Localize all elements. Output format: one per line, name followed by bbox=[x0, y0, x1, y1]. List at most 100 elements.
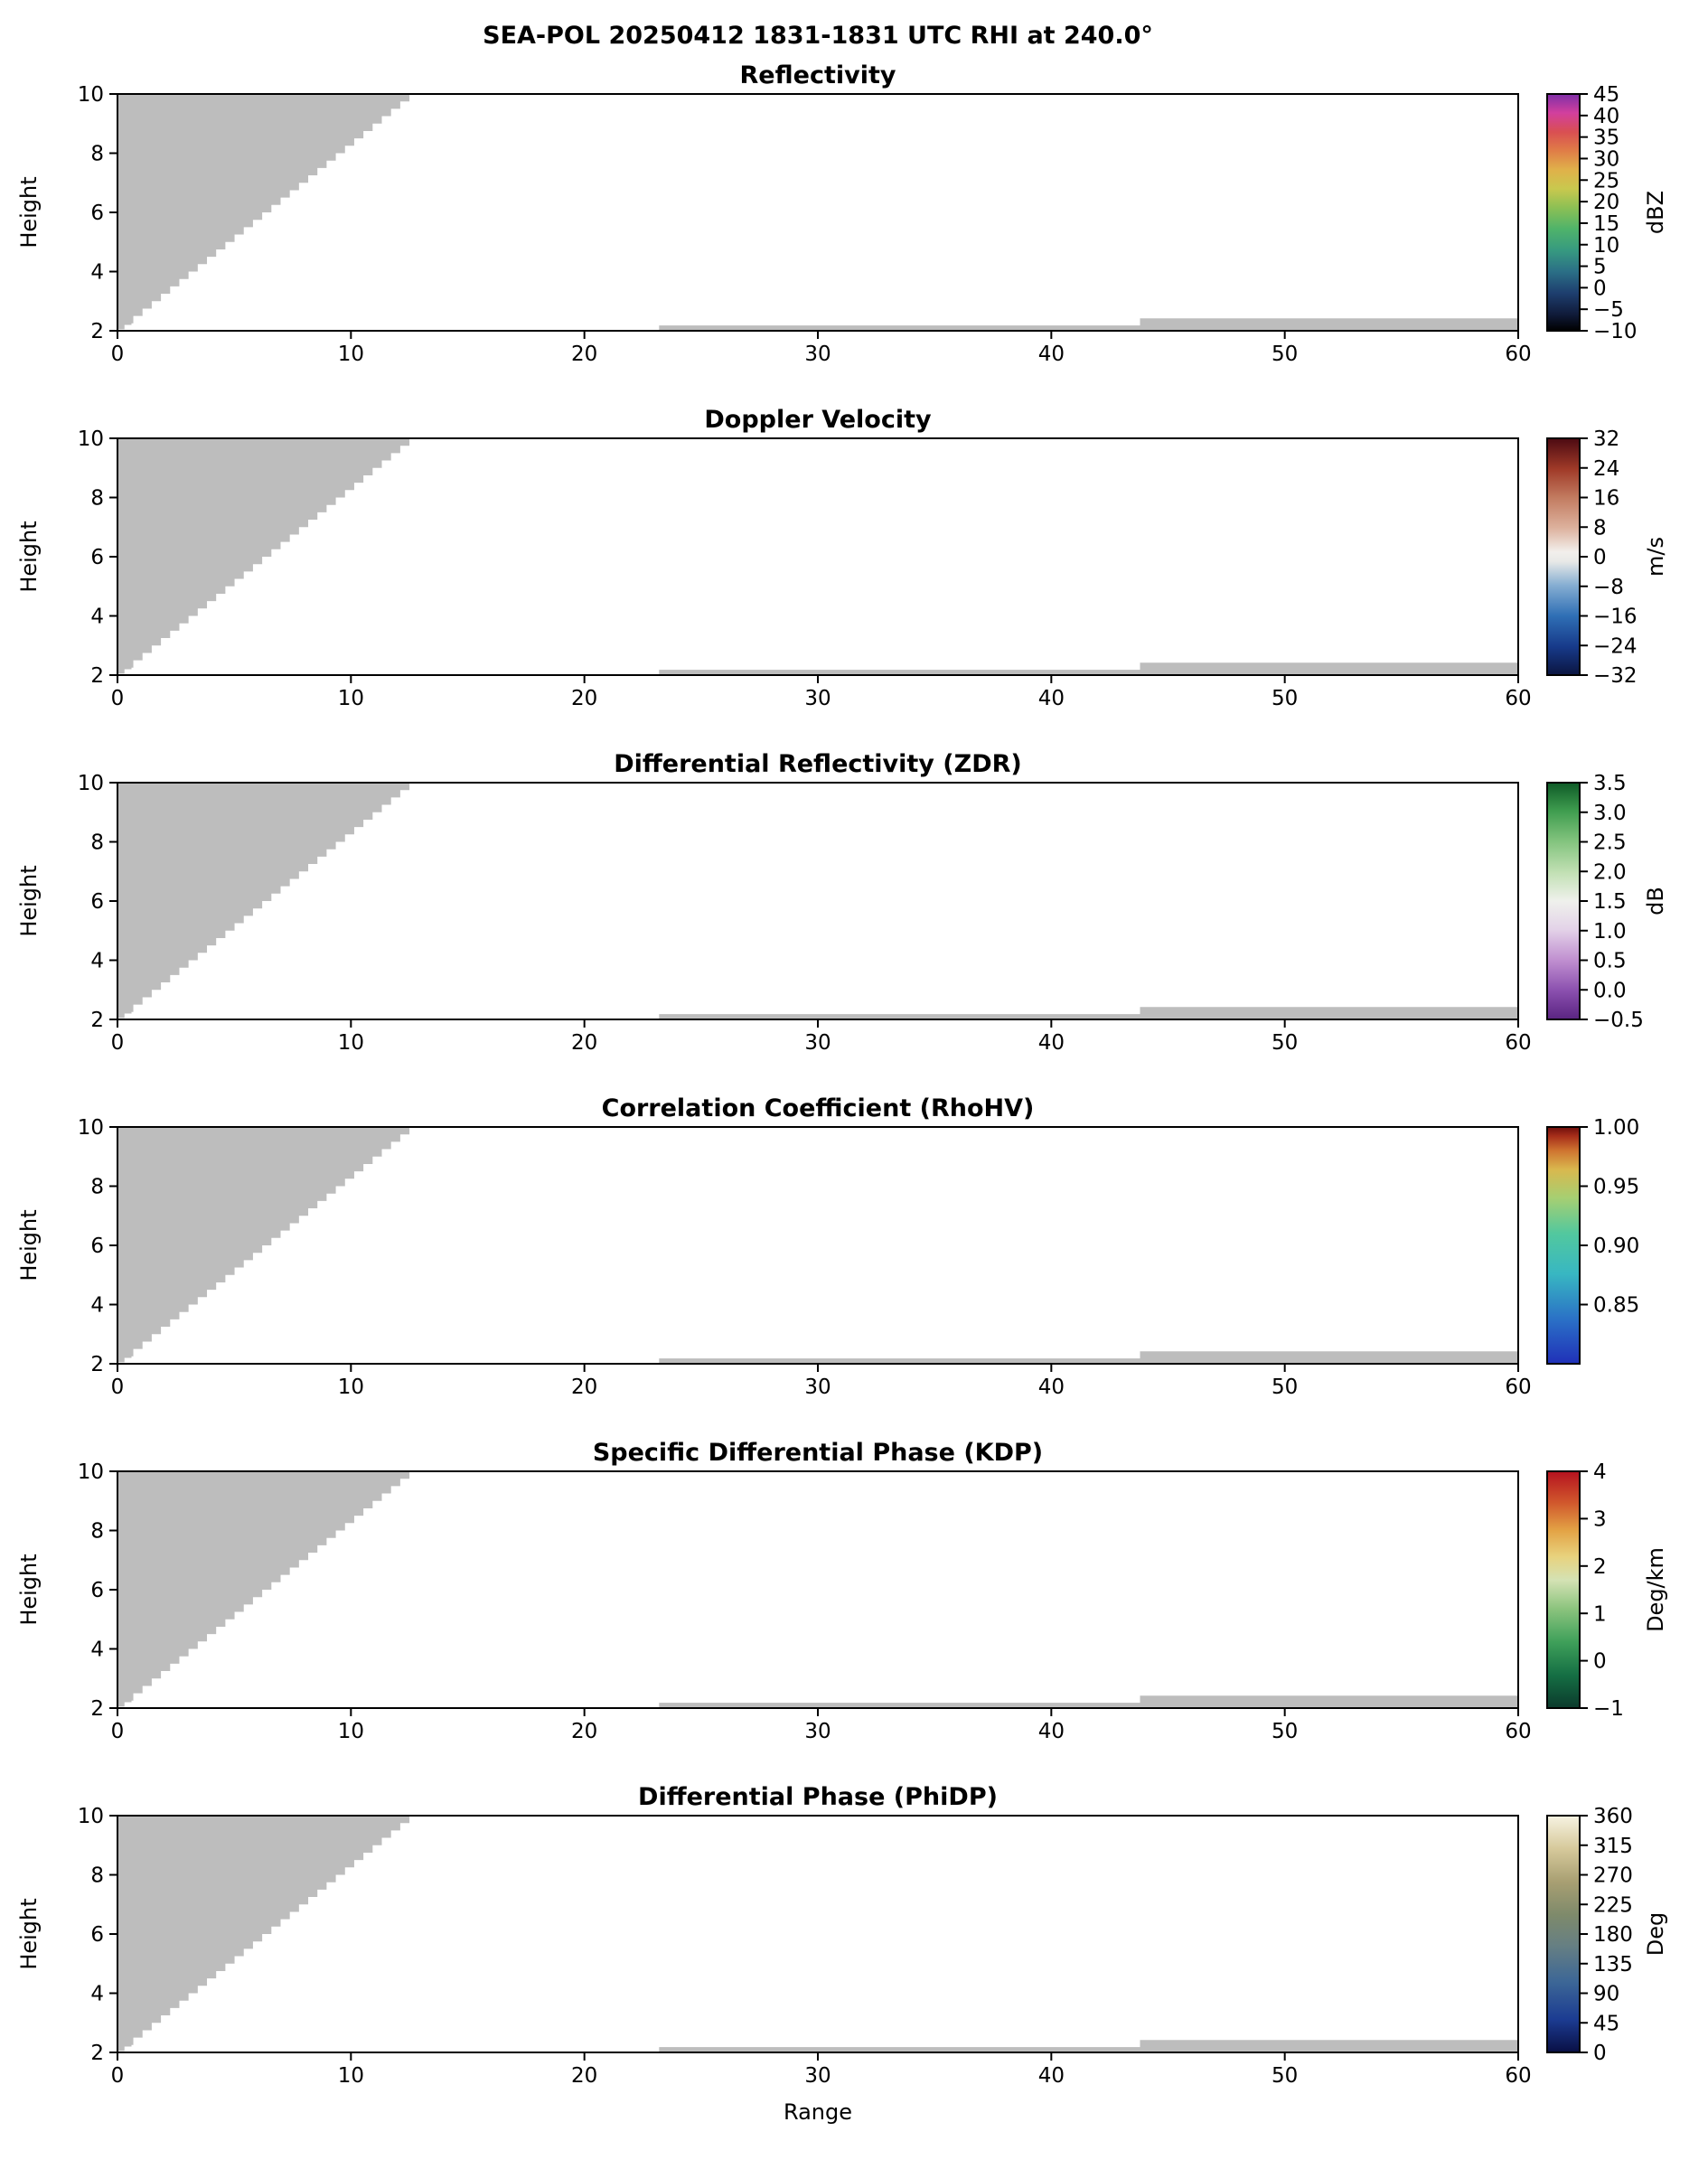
panel-phidp: Differential Phase (PhiDP) 0 10 20 30 40 50 60 2… bbox=[0, 1783, 1708, 2163]
colorbar-ticks bbox=[1580, 782, 1588, 1020]
masked-no-data-region bbox=[117, 94, 1518, 331]
svg-text:0: 0 bbox=[1593, 1650, 1607, 1674]
svg-text:45: 45 bbox=[1593, 2012, 1619, 2035]
y-axis-label: Height bbox=[16, 176, 42, 248]
masked-no-data-region bbox=[117, 1471, 1518, 1708]
svg-text:30: 30 bbox=[804, 1031, 831, 1055]
svg-text:25: 25 bbox=[1593, 169, 1619, 192]
svg-text:50: 50 bbox=[1272, 1031, 1298, 1055]
y-axis-label: Height bbox=[16, 865, 42, 936]
x-axis-tick-labels: 0 10 20 30 40 50 60 bbox=[111, 343, 1532, 366]
svg-text:−5: −5 bbox=[1593, 298, 1624, 322]
svg-text:30: 30 bbox=[804, 343, 831, 366]
svg-text:8: 8 bbox=[90, 1176, 104, 1199]
colorbar-gradient bbox=[1546, 1470, 1581, 1709]
svg-text:40: 40 bbox=[1038, 687, 1065, 710]
colorbar-ticks bbox=[1580, 1815, 1588, 2053]
colorbar-gradient bbox=[1546, 1815, 1581, 2053]
masked-no-data-region bbox=[117, 1816, 1518, 2052]
svg-text:8: 8 bbox=[90, 831, 104, 855]
svg-text:8: 8 bbox=[90, 1520, 104, 1544]
svg-text:10: 10 bbox=[338, 687, 364, 710]
y-axis-ticks bbox=[109, 93, 117, 332]
svg-text:225: 225 bbox=[1593, 1893, 1633, 1917]
colorbar-unit-label: m/s bbox=[1643, 537, 1668, 577]
svg-text:10: 10 bbox=[338, 1720, 364, 1743]
svg-text:10: 10 bbox=[78, 83, 104, 107]
y-axis-tick-labels: 2 4 6 8 10 bbox=[78, 427, 104, 688]
panel-rhohv: Correlation Coefficient (RhoHV) 0 10 20 30 40… bbox=[0, 1094, 1708, 1439]
x-axis-ticks bbox=[117, 1019, 1519, 1028]
svg-text:20: 20 bbox=[571, 1720, 597, 1743]
svg-text:2: 2 bbox=[90, 2042, 104, 2065]
y-axis-label: Height bbox=[16, 1209, 42, 1281]
panel-title: Differential Phase (PhiDP) bbox=[638, 1783, 998, 1811]
colorbar-unit-label: dBZ bbox=[1643, 191, 1668, 234]
svg-text:0.95: 0.95 bbox=[1593, 1176, 1639, 1199]
y-axis-label: Height bbox=[16, 521, 42, 592]
colorbar-gradient bbox=[1546, 1126, 1581, 1365]
svg-text:50: 50 bbox=[1272, 1720, 1298, 1743]
y-axis-tick-labels: 2 4 6 8 10 bbox=[78, 1805, 104, 2065]
svg-text:8: 8 bbox=[1593, 516, 1607, 540]
svg-text:20: 20 bbox=[571, 687, 597, 710]
svg-text:10: 10 bbox=[78, 1116, 104, 1140]
svg-text:8: 8 bbox=[90, 143, 104, 166]
x-axis-ticks bbox=[117, 331, 1519, 339]
y-axis-ticks bbox=[109, 1470, 117, 1709]
y-axis-tick-labels: 2 4 6 8 10 bbox=[78, 772, 104, 1032]
colorbar-tick-labels: −1 0 1 2 3 4 bbox=[1593, 1460, 1624, 1721]
masked-no-data-region bbox=[117, 1127, 1518, 1364]
svg-text:0.85: 0.85 bbox=[1593, 1294, 1639, 1318]
x-axis-tick-labels: 0 10 20 30 40 50 60 bbox=[111, 1031, 1532, 1055]
colorbar-tick-labels: −0.5 0.0 0.5 1.0 1.5 2.0 2.5 3.0 3.5 bbox=[1593, 772, 1644, 1032]
svg-text:8: 8 bbox=[90, 487, 104, 511]
svg-text:20: 20 bbox=[1593, 191, 1619, 214]
svg-text:−16: −16 bbox=[1593, 606, 1638, 629]
svg-text:0: 0 bbox=[111, 1376, 125, 1399]
colorbar-tick-labels: −32 −24 −16 −8 0 8 16 24 32 bbox=[1593, 427, 1638, 688]
svg-text:10: 10 bbox=[78, 1805, 104, 1828]
svg-text:6: 6 bbox=[90, 1235, 104, 1258]
svg-text:−10: −10 bbox=[1593, 320, 1638, 343]
svg-text:0.5: 0.5 bbox=[1593, 950, 1627, 973]
svg-text:180: 180 bbox=[1593, 1923, 1633, 1947]
colorbar-ticks bbox=[1580, 437, 1588, 676]
svg-text:2: 2 bbox=[90, 1353, 104, 1376]
svg-text:6: 6 bbox=[90, 1923, 104, 1947]
svg-text:−0.5: −0.5 bbox=[1593, 1009, 1644, 1032]
y-axis-ticks bbox=[109, 1815, 117, 2053]
svg-text:50: 50 bbox=[1272, 1376, 1298, 1399]
svg-text:8: 8 bbox=[90, 1864, 104, 1888]
figure-title: SEA-POL 20250412 1831-1831 UTC RHI at 24… bbox=[483, 22, 1153, 50]
colorbar-tick-labels: 0 45 90 135 180 225 270 315 360 bbox=[1593, 1805, 1633, 2065]
x-axis-ticks bbox=[117, 2052, 1519, 2061]
colorbar-gradient bbox=[1546, 93, 1581, 332]
svg-text:20: 20 bbox=[571, 1031, 597, 1055]
x-axis-tick-labels: 0 10 20 30 40 50 60 bbox=[111, 687, 1532, 710]
svg-text:30: 30 bbox=[804, 687, 831, 710]
colorbar-ticks bbox=[1580, 93, 1588, 332]
svg-text:30: 30 bbox=[804, 1720, 831, 1743]
colorbar-ticks bbox=[1580, 1470, 1588, 1709]
svg-text:40: 40 bbox=[1038, 1376, 1065, 1399]
colorbar-ticks bbox=[1580, 1126, 1588, 1306]
svg-text:40: 40 bbox=[1038, 2064, 1065, 2088]
svg-text:10: 10 bbox=[338, 1376, 364, 1399]
x-axis-label: Range bbox=[784, 2099, 852, 2125]
panel-title: Differential Reflectivity (ZDR) bbox=[614, 750, 1022, 778]
svg-text:40: 40 bbox=[1593, 105, 1619, 128]
colorbar-tick-labels: 0.85 0.90 0.95 1.00 bbox=[1593, 1116, 1639, 1318]
svg-text:360: 360 bbox=[1593, 1805, 1633, 1828]
svg-text:10: 10 bbox=[338, 1031, 364, 1055]
svg-text:0: 0 bbox=[1593, 277, 1607, 300]
svg-text:40: 40 bbox=[1038, 343, 1065, 366]
svg-text:50: 50 bbox=[1272, 687, 1298, 710]
svg-text:270: 270 bbox=[1593, 1864, 1633, 1888]
svg-text:10: 10 bbox=[78, 1460, 104, 1484]
panel-title: Specific Differential Phase (KDP) bbox=[593, 1439, 1043, 1467]
colorbar-unit-label: dB bbox=[1643, 887, 1668, 915]
svg-text:10: 10 bbox=[1593, 234, 1619, 258]
